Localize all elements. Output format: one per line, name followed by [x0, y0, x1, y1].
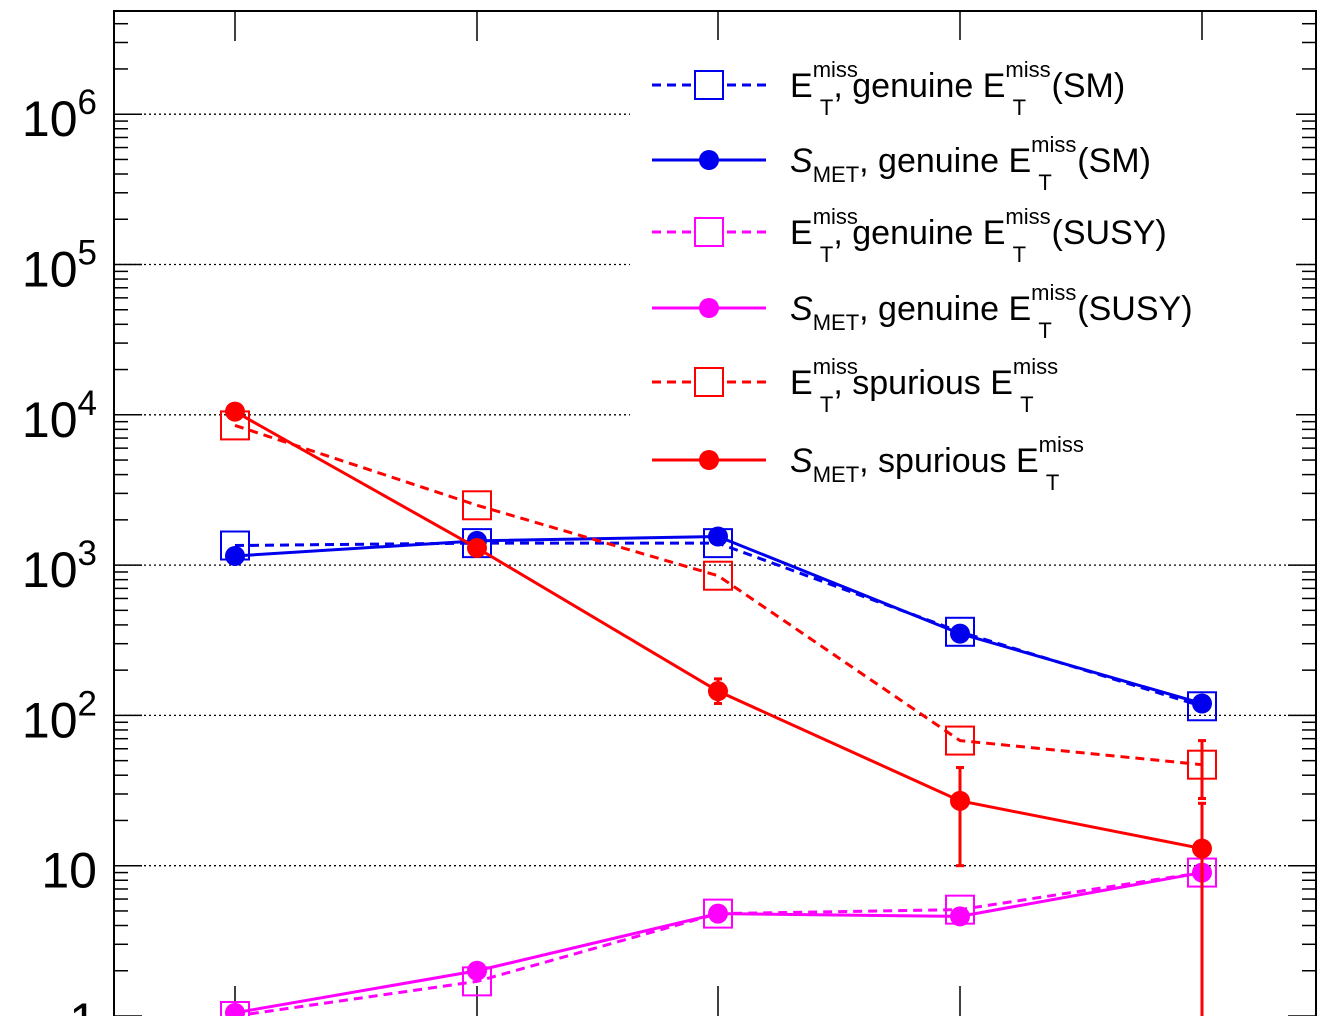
data-point [462, 490, 492, 521]
data-point [945, 616, 975, 647]
legend-marker [694, 70, 724, 100]
legend-entry-3: SMET, genuine Emiss T (SUSY) [652, 280, 1193, 343]
legend-background [630, 40, 1296, 500]
y-tick-label: 105 [22, 234, 97, 298]
tick-layer [114, 11, 1316, 1017]
legend-label: SMET, genuine Emiss T (SM) [790, 132, 1151, 195]
legend-entry-2: Emiss T, genuine Emiss T (SUSY) [652, 204, 1167, 267]
legend-marker [694, 367, 724, 397]
data-point [703, 560, 733, 591]
legend-entry-0: Emiss T, genuine Emiss T (SM) [652, 57, 1125, 120]
series-line [234, 423, 1203, 767]
y-tick-label: 106 [22, 83, 97, 147]
legend-entry-4: Emiss T, spurious Emiss T [652, 354, 1058, 417]
data-point [225, 545, 245, 566]
series-5 [225, 401, 1212, 1016]
y-tick-label: 1 [69, 993, 97, 1016]
data-point [950, 623, 970, 644]
y-tick-label: 104 [22, 384, 97, 448]
data-point [950, 790, 970, 811]
data-point [708, 903, 728, 924]
legend-entry-5: SMET, spurious Emiss T [652, 432, 1084, 495]
legend-marker [699, 298, 719, 318]
series-line [234, 871, 1203, 1018]
data-point [708, 681, 728, 702]
series-layer [220, 401, 1217, 1021]
data-point [950, 906, 970, 927]
data-point [1187, 749, 1217, 780]
y-tick-labels: 1 10 102 103 104 105 106 [22, 83, 97, 1021]
legend-marker [699, 450, 719, 470]
series-4 [220, 410, 1217, 800]
legend-label: SMET, spurious Emiss T [790, 432, 1084, 495]
data-point [945, 725, 975, 756]
legend-entry-1: SMET, genuine Emiss T (SM) [652, 132, 1151, 195]
data-point [1187, 691, 1217, 722]
legend-label: SMET, genuine Emiss T (SUSY) [790, 280, 1193, 343]
data-point [225, 1002, 245, 1021]
data-point [1192, 838, 1212, 859]
data-point [708, 526, 728, 547]
legend-label: Emiss T, spurious Emiss T [790, 354, 1058, 417]
legend-marker [694, 217, 724, 247]
data-point [467, 537, 487, 558]
y-tick-label: 10 [41, 843, 97, 899]
data-point [225, 401, 245, 422]
legend: Emiss T, genuine Emiss T (SM) SMET, genuine… [652, 57, 1193, 495]
data-point [1192, 693, 1212, 714]
y-tick-label: 102 [22, 684, 97, 748]
legend-label: Emiss T, genuine Emiss T (SUSY) [790, 204, 1167, 267]
legend-label: Emiss T, genuine Emiss T (SM) [790, 57, 1125, 120]
y-tick-label: 103 [22, 534, 97, 598]
legend-marker [699, 150, 719, 170]
data-point [467, 960, 487, 981]
